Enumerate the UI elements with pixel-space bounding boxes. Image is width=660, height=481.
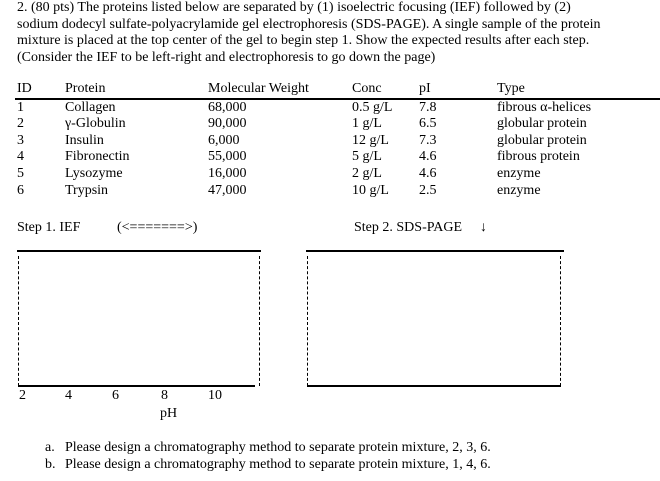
question-b: Please design a chromatography method to… [65,457,491,472]
table-header: Protein [65,81,106,96]
table-cell: globular protein [497,132,587,148]
table-cell: 1 g/L [352,116,382,132]
table-cell: 5 g/L [352,149,382,165]
table-header: ID [17,81,32,96]
table-cell: Trypsin [65,182,109,198]
table-header: pI [419,81,431,96]
ph-axis-label: pH [160,406,178,421]
table-cell: 7.8 [419,99,437,115]
table-cell: 16,000 [208,165,247,181]
intro-line: (Consider the IEF to be left-right and e… [17,49,436,65]
table-cell: Lysozyme [65,165,123,181]
step1-label: Step 1. IEF [17,220,81,235]
ph-tick-label: 10 [208,388,222,403]
table-cell: 6 [17,182,24,198]
table-header: Molecular Weight [208,81,309,96]
table-cell: enzyme [497,165,541,181]
table-cell: enzyme [497,182,541,198]
table-cell: 6,000 [208,132,240,148]
table-cell: fibrous protein [497,149,580,165]
intro-line: 2. (80 pts) The proteins listed below ar… [17,0,571,15]
step2-arrow: ↓ [480,220,487,235]
ph-tick-label: 4 [65,388,72,403]
ph-tick-label: 8 [161,388,168,403]
ph-tick-label: 2 [19,388,26,403]
table-cell: Collagen [65,99,116,115]
table-cell: 10 g/L [352,182,389,198]
table-cell: γ-Globulin [65,116,126,132]
question-a: Please design a chromatography method to… [65,440,491,455]
table-cell: 1 [17,99,24,115]
table-header-rule [15,98,660,100]
intro-line: mixture is placed at the top center of t… [17,33,590,48]
table-cell: globular protein [497,116,587,132]
ph-tick-label: 6 [112,388,119,403]
table-cell: 2 [17,116,24,132]
table-cell: 4 [17,149,24,165]
table-cell: 4.6 [419,149,437,165]
table-cell: 2.5 [419,182,437,198]
step2-label: Step 2. SDS-PAGE [354,220,463,235]
table-cell: 68,000 [208,99,247,115]
table-cell: 5 [17,165,24,181]
step1-arrow: (<=======>) [117,220,198,235]
table-cell: 6.5 [419,116,437,132]
table-cell: 0.5 g/L [352,99,393,115]
table-header: Conc [352,81,382,96]
table-cell: 47,000 [208,182,247,198]
table-cell: 55,000 [208,149,247,165]
table-header: Type [497,81,525,96]
table-cell: 2 g/L [352,165,382,181]
table-cell: fibrous α-helices [497,99,592,115]
table-cell: 12 g/L [352,132,389,148]
table-cell: 4.6 [419,165,437,181]
question-b-marker: b. [45,457,56,472]
table-cell: 3 [17,132,24,148]
table-cell: Insulin [65,132,104,148]
table-cell: Fibronectin [65,149,130,165]
table-cell: 7.3 [419,132,437,148]
table-cell: 90,000 [208,116,247,132]
intro-line: sodium dodecyl sulfate-polyacrylamide ge… [17,16,601,32]
question-a-marker: a. [45,440,55,455]
